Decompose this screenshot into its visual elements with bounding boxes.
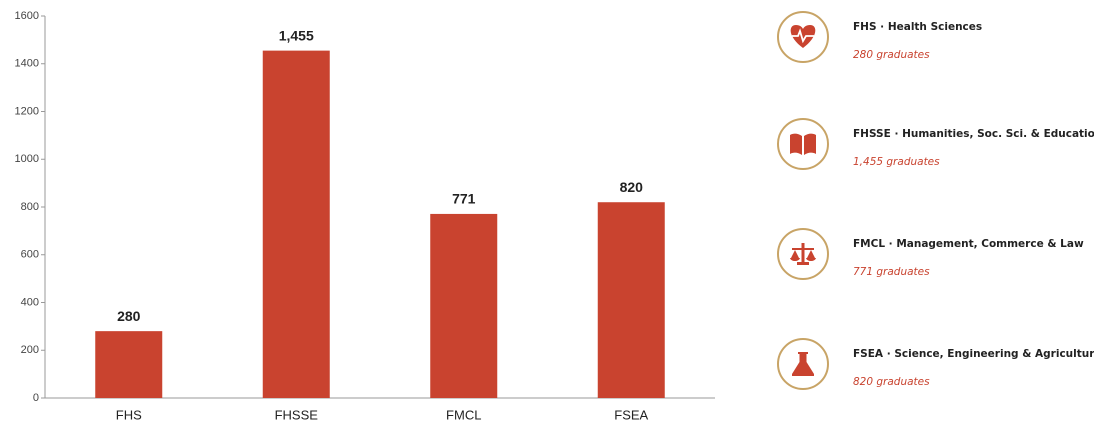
x-tick-label: FMCL	[446, 407, 481, 422]
panel-caption: 771 graduates	[853, 266, 930, 278]
y-tick-label: 800	[21, 201, 39, 213]
panel-caption: 1,455 graduates	[853, 156, 940, 168]
panel-caption: 280 graduates	[853, 49, 930, 61]
icon-shape	[790, 25, 816, 48]
value-label: 771	[452, 191, 476, 207]
y-tick-label: 600	[21, 249, 39, 261]
panel-title: FHSSE · Humanities, Soc. Sci. & Educatio…	[853, 128, 1094, 140]
x-tick-label: FSEA	[614, 407, 648, 422]
y-tick-label: 400	[21, 296, 39, 308]
value-label: 820	[620, 179, 644, 195]
y-tick-label: 1200	[15, 105, 39, 117]
value-label: 280	[117, 308, 141, 324]
y-tick-label: 1000	[15, 153, 39, 165]
y-tick-label: 1400	[15, 58, 39, 70]
icon-ring	[777, 118, 829, 170]
icon	[792, 352, 814, 376]
panel-title: FHS · Health Sciences	[853, 21, 982, 33]
bar	[597, 202, 665, 398]
panel-title: FSEA · Science, Engineering & Agricultur…	[853, 348, 1094, 360]
icon-shape	[792, 28, 814, 44]
bar	[262, 50, 330, 399]
bar	[95, 331, 163, 398]
panel-caption: 820 graduates	[853, 376, 930, 388]
icon	[790, 25, 816, 48]
y-tick-label: 0	[33, 392, 39, 404]
x-tick-label: FHS	[116, 407, 142, 422]
y-tick-label: 1600	[15, 10, 39, 22]
bar	[430, 213, 498, 398]
icon-shape	[792, 352, 814, 376]
x-tick-label: FHSSE	[275, 407, 319, 422]
value-label: 1,455	[279, 27, 314, 43]
y-tick-label: 200	[21, 344, 39, 356]
icon-shape	[790, 133, 816, 155]
panel-title: FMCL · Management, Commerce & Law	[853, 238, 1084, 250]
icon	[790, 243, 816, 265]
icon-shape	[790, 243, 816, 265]
icon	[790, 133, 816, 155]
